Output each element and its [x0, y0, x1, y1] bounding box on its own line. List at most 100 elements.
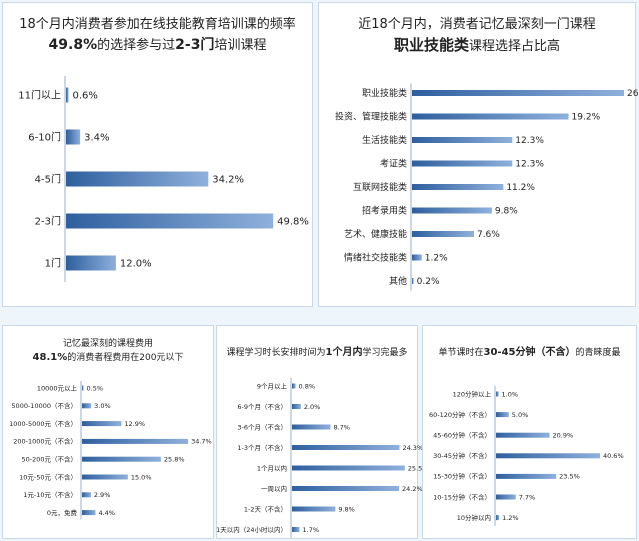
value-label: 4.4% — [98, 509, 115, 517]
category-label: 1000-5000元（不含） — [9, 419, 77, 428]
bar — [292, 383, 296, 389]
value-label: 0.8% — [299, 382, 316, 390]
course-fee-bar-chart: 10000元以上 0.5% 5000-10000（不含） 3.0% 1000-5000元… — [9, 381, 212, 520]
category-label: 60-120分钟（不含） — [429, 410, 491, 419]
category-label: 6-10门 — [28, 131, 61, 144]
bar — [82, 385, 84, 391]
category-label: 招考录用类 — [362, 205, 407, 217]
memorable-course-title-line1: 近18个月内，消费者记忆最深刻一门课程 — [358, 17, 596, 32]
bar — [292, 404, 301, 409]
value-label: 12.3% — [515, 136, 544, 146]
value-label: 8.7% — [333, 423, 350, 431]
value-label: 12.0% — [120, 259, 152, 270]
study-duration-chart-title: 课程学习时长安排时间为1个月内学习完最多 — [217, 346, 417, 360]
value-label: 0.5% — [87, 384, 104, 392]
value-label: 2.9% — [94, 491, 111, 499]
value-label: 11.2% — [506, 183, 535, 193]
category-label: 2-3门 — [35, 215, 61, 228]
bar — [496, 473, 557, 479]
bar — [82, 474, 128, 480]
category-label: 一周以内 — [261, 484, 287, 493]
category-label: 1-2天（不含） — [244, 504, 287, 513]
value-label: 25.8% — [164, 455, 185, 463]
category-label: 投资、管理技能类 — [335, 111, 407, 123]
category-label: 5000-10000（不含） — [11, 401, 77, 410]
value-label: 25.5% — [408, 464, 429, 472]
category-label: 其他 — [389, 275, 407, 287]
bar — [412, 231, 474, 237]
bar — [496, 391, 499, 397]
value-label: 24.2% — [402, 485, 423, 493]
course-fee-title-line1: 记忆最深刻的课程费用 — [62, 339, 153, 349]
category-label: 10000元以上 — [37, 383, 78, 392]
bar — [412, 184, 504, 190]
value-label: 9.8% — [338, 505, 355, 513]
bar — [292, 445, 400, 450]
lesson-length-title-end: 的青睐度最 — [575, 348, 621, 358]
bar — [66, 87, 69, 103]
value-label: 15.0% — [131, 473, 152, 481]
study-duration-bar-chart: 9个月以上 0.8% 6-9个月（不含） 2.0% 3-6个月（不含） 8.7% 1-3个月… — [216, 377, 428, 538]
category-label: 1天以内（24小时以内） — [216, 525, 287, 534]
value-label: 40.6% — [603, 452, 624, 460]
category-label: 45-60分钟（不含） — [433, 430, 491, 439]
bar — [496, 453, 600, 459]
bar — [82, 510, 96, 516]
value-label: 1.0% — [502, 390, 519, 398]
lesson-length-chart-title: 单节课时在30-45分钟（不含）的青睐度最 — [423, 346, 636, 360]
bar — [496, 432, 550, 438]
bar — [412, 113, 569, 120]
value-label: 23.5% — [559, 473, 580, 481]
value-label: 0.6% — [72, 91, 97, 102]
value-label: 26.0% — [627, 89, 639, 99]
bar — [412, 137, 513, 143]
lesson-length-title-start: 单节课时在 — [438, 348, 484, 358]
bar — [412, 90, 624, 96]
category-label: 互联网技能类 — [353, 181, 407, 193]
category-label: 1门 — [45, 257, 61, 270]
category-label: 1个月以内 — [257, 463, 287, 472]
category-label: 1-3个月（不含） — [237, 443, 287, 452]
category-label: 15-30分钟（不含） — [433, 472, 491, 481]
value-label: 2.0% — [304, 403, 321, 411]
bar — [82, 403, 92, 409]
bar — [82, 456, 161, 462]
value-label: 1.2% — [502, 514, 519, 522]
frequency-chart-title: 18个月内消费者参加在线技能教育培训课的频率 49.8%的选择参与过2-3门培训… — [3, 15, 312, 56]
memorable-course-bar-chart: 职业技能类 26.0% 投资、管理技能类 19.2% 生活技能类 12.3% 考证类 12.3… — [335, 83, 639, 291]
study-duration-title-end: 学习完最多 — [362, 348, 408, 358]
value-label: 0.2% — [417, 277, 440, 287]
value-label: 19.2% — [572, 113, 601, 123]
value-label: 1.2% — [425, 254, 448, 264]
study-duration-title-start: 课程学习时长安排时间为 — [226, 348, 326, 358]
frequency-chart-title-bold1: 49.8% — [48, 37, 98, 53]
category-label: 1元-10元（不含） — [23, 490, 77, 499]
category-label: 9个月以上 — [257, 381, 288, 390]
course-fee-chart-title: 记忆最深刻的课程费用 48.1%的消费者程费用在200元以下 — [3, 338, 213, 365]
bar — [496, 515, 500, 521]
bar — [292, 506, 336, 512]
category-label: 3-6个月（不含） — [237, 422, 287, 431]
bar — [412, 160, 513, 167]
category-label: 情绪社交技能类 — [344, 252, 407, 264]
value-label: 24.3% — [402, 444, 423, 452]
bar — [292, 527, 300, 532]
bar — [292, 424, 331, 430]
memorable-course-chart-title: 近18个月内，消费者记忆最深刻一门课程 职业技能类课程选择占比高 — [319, 15, 635, 57]
value-label: 49.8% — [277, 217, 309, 228]
bar — [292, 486, 400, 491]
frequency-chart-title-end: 培训课程 — [214, 38, 267, 53]
bar — [66, 255, 116, 271]
bar — [412, 207, 492, 214]
memorable-course-title-end: 课程选择占比高 — [469, 39, 561, 54]
memorable-course-title-bold: 职业技能类 — [393, 36, 469, 54]
bar — [496, 494, 516, 500]
bar — [82, 492, 91, 498]
bar — [292, 465, 405, 471]
category-label: 200-1000元（不含） — [13, 437, 77, 446]
category-label: 艺术、健康技能 — [344, 228, 407, 240]
value-label: 34.7% — [191, 438, 212, 446]
study-duration-chart-panel: 课程学习时长安排时间为1个月内学习完最多 9个月以上 0.8% 6-9个月（不含） 2… — [216, 325, 428, 539]
frequency-chart-panel: 18个月内消费者参加在线技能教育培训课的频率 49.8%的选择参与过2-3门培训… — [2, 2, 313, 307]
value-label: 5.0% — [512, 411, 529, 419]
